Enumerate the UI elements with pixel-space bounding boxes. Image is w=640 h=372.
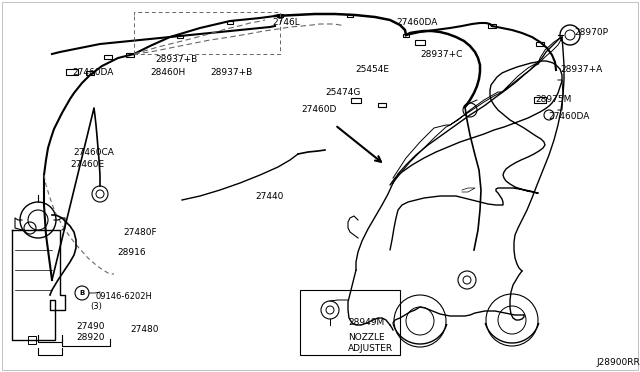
Bar: [227, 21, 233, 24]
Bar: [300, 290, 400, 355]
Bar: [86, 71, 94, 75]
Text: J28900RR: J28900RR: [596, 358, 640, 367]
Bar: [536, 42, 544, 46]
Text: 27460DA: 27460DA: [396, 18, 437, 27]
Bar: [488, 24, 496, 28]
Text: 28937+B: 28937+B: [155, 55, 197, 64]
Text: 27460DA: 27460DA: [548, 112, 589, 121]
Bar: [347, 14, 353, 17]
Text: NOZZLE: NOZZLE: [348, 333, 385, 342]
Text: B: B: [79, 290, 84, 296]
Text: 27460DA: 27460DA: [72, 68, 113, 77]
Bar: [378, 103, 386, 107]
Bar: [66, 69, 78, 75]
Text: 28949M: 28949M: [348, 318, 384, 327]
Bar: [403, 34, 409, 37]
Bar: [534, 97, 546, 103]
Text: 28916: 28916: [117, 248, 146, 257]
Text: 27480F: 27480F: [123, 228, 157, 237]
Text: 28975M: 28975M: [535, 95, 572, 104]
Text: 25454E: 25454E: [355, 65, 389, 74]
Text: 27460E: 27460E: [70, 160, 104, 169]
Text: 27480: 27480: [130, 325, 159, 334]
Bar: [177, 35, 183, 38]
Text: 27460D: 27460D: [301, 105, 337, 114]
Text: ADJUSTER: ADJUSTER: [348, 344, 393, 353]
Bar: [351, 98, 361, 103]
Text: 28970P: 28970P: [574, 28, 608, 37]
Text: (3): (3): [90, 302, 102, 311]
Text: 28937+B: 28937+B: [210, 68, 252, 77]
Text: 27460CA: 27460CA: [73, 148, 114, 157]
Bar: [277, 14, 283, 17]
Text: 28937+A: 28937+A: [560, 65, 602, 74]
Text: 28937+C: 28937+C: [420, 50, 462, 59]
Text: 2746L: 2746L: [272, 18, 300, 27]
Text: 27490: 27490: [76, 322, 104, 331]
Bar: [415, 40, 425, 45]
Bar: [28, 336, 36, 344]
Text: 28920: 28920: [76, 333, 104, 342]
Text: 09146-6202H: 09146-6202H: [96, 292, 153, 301]
Text: 28460H: 28460H: [150, 68, 185, 77]
Circle shape: [544, 110, 554, 120]
Bar: [126, 53, 134, 57]
Text: 25474G: 25474G: [325, 88, 360, 97]
Bar: [104, 55, 112, 59]
Text: 27440: 27440: [255, 192, 284, 201]
